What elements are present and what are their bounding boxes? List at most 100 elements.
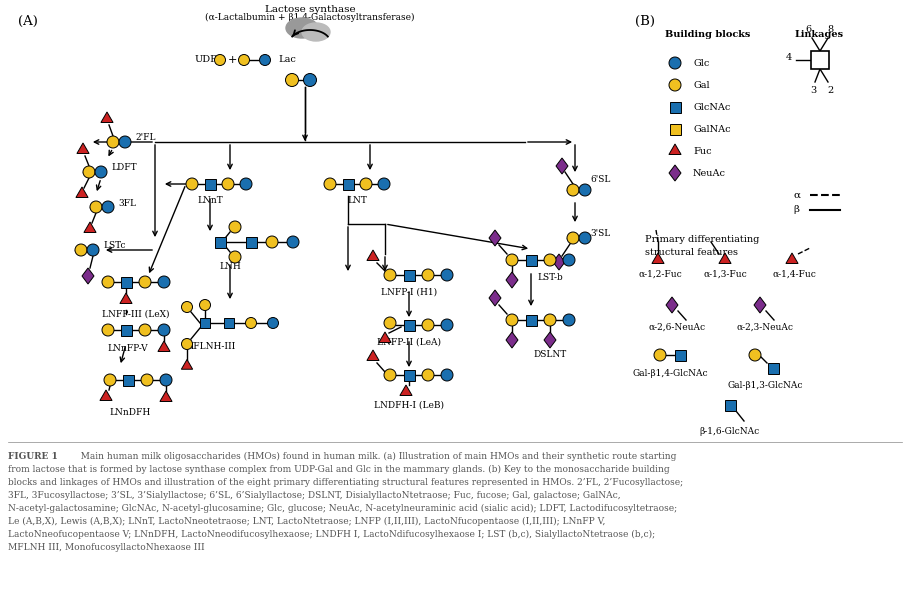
Bar	[525, 254, 537, 266]
Circle shape	[286, 74, 298, 87]
Circle shape	[669, 79, 681, 91]
Text: α-2,6-NeuAc: α-2,6-NeuAc	[649, 323, 705, 332]
Text: 8: 8	[827, 25, 833, 34]
Circle shape	[304, 74, 317, 87]
Bar	[224, 318, 234, 328]
Polygon shape	[181, 359, 193, 369]
Circle shape	[360, 178, 372, 190]
Polygon shape	[506, 332, 518, 348]
Text: (α-Lactalbumin + β1,4-Galactosyltransferase): (α-Lactalbumin + β1,4-Galactosyltransfer…	[206, 13, 415, 22]
Circle shape	[107, 136, 119, 148]
Polygon shape	[719, 253, 731, 264]
Circle shape	[222, 178, 234, 190]
Text: structural features: structural features	[645, 248, 738, 257]
Circle shape	[158, 276, 170, 288]
Polygon shape	[101, 112, 113, 123]
Bar	[674, 349, 685, 360]
Text: DSLNT: DSLNT	[533, 350, 567, 359]
Text: LNFP-II (LeA): LNFP-II (LeA)	[377, 338, 441, 347]
Text: Gal-β1,4-GlcNAc: Gal-β1,4-GlcNAc	[632, 369, 708, 378]
Bar	[200, 318, 210, 328]
Circle shape	[102, 276, 114, 288]
Text: α-1,4-Fuc: α-1,4-Fuc	[772, 270, 816, 279]
Text: 3: 3	[810, 86, 816, 95]
Text: 3'SL: 3'SL	[590, 230, 611, 238]
Circle shape	[102, 324, 114, 336]
Circle shape	[384, 369, 396, 381]
Text: Glc: Glc	[693, 58, 710, 67]
Circle shape	[268, 317, 278, 329]
Circle shape	[181, 339, 193, 349]
Circle shape	[567, 184, 579, 196]
Text: GalNAc: GalNAc	[693, 124, 731, 133]
Text: MFLNH III, MonofucosyllactoNhexaose III: MFLNH III, MonofucosyllactoNhexaose III	[8, 543, 205, 552]
Circle shape	[160, 374, 172, 386]
Circle shape	[158, 324, 170, 336]
Polygon shape	[669, 165, 681, 181]
Polygon shape	[82, 268, 94, 284]
Text: LNFP-I (H1): LNFP-I (H1)	[381, 288, 437, 297]
Text: 2: 2	[827, 86, 834, 95]
Circle shape	[422, 369, 434, 381]
Circle shape	[229, 251, 241, 263]
Polygon shape	[367, 350, 379, 360]
Text: LNnT: LNnT	[197, 196, 223, 205]
Text: Le (A,B,X), Lewis (A,B,X); LNnT, LactoNneotetraose; LNT, LactoNtetraose; LNFP (I: Le (A,B,X), Lewis (A,B,X); LNnT, LactoNn…	[8, 517, 605, 526]
Polygon shape	[100, 390, 112, 401]
Text: Gal: Gal	[693, 80, 710, 90]
Text: LNT: LNT	[347, 196, 367, 205]
Circle shape	[119, 136, 131, 148]
Bar	[403, 270, 414, 280]
Text: α-1,2-Fuc: α-1,2-Fuc	[638, 270, 682, 279]
Text: β-1,6-GlcNAc: β-1,6-GlcNAc	[700, 427, 760, 436]
Text: LNDFH-I (LeB): LNDFH-I (LeB)	[374, 401, 444, 410]
Circle shape	[544, 314, 556, 326]
Polygon shape	[84, 222, 96, 232]
Bar	[342, 179, 353, 189]
Text: Gal-β1,3-GlcNAc: Gal-β1,3-GlcNAc	[727, 381, 803, 390]
Text: Primary differentiating: Primary differentiating	[645, 235, 759, 244]
Circle shape	[181, 301, 193, 313]
Polygon shape	[77, 143, 89, 153]
Polygon shape	[666, 297, 678, 313]
Text: α: α	[793, 191, 800, 199]
Text: (B): (B)	[635, 15, 655, 28]
Bar	[123, 375, 134, 385]
Circle shape	[266, 236, 278, 248]
Text: 4: 4	[785, 54, 792, 63]
Circle shape	[422, 319, 434, 331]
Ellipse shape	[286, 18, 318, 38]
Circle shape	[384, 317, 396, 329]
Text: from lactose that is formed by lactose synthase complex from UDP-Gal and Glc in : from lactose that is formed by lactose s…	[8, 465, 670, 474]
Bar	[767, 362, 778, 373]
Text: 6: 6	[805, 25, 811, 34]
Circle shape	[506, 314, 518, 326]
Polygon shape	[379, 332, 391, 343]
Polygon shape	[669, 144, 681, 155]
Circle shape	[654, 349, 666, 361]
Text: MFLNH-III: MFLNH-III	[185, 342, 236, 351]
Text: LDFT: LDFT	[111, 163, 136, 172]
Circle shape	[441, 269, 453, 281]
Circle shape	[422, 269, 434, 281]
Text: Linkages: Linkages	[795, 30, 844, 39]
Text: Lactose synthase: Lactose synthase	[265, 5, 355, 14]
Text: α-1,3-Fuc: α-1,3-Fuc	[703, 270, 747, 279]
Polygon shape	[506, 272, 518, 288]
Text: FIGURE 1: FIGURE 1	[8, 452, 58, 461]
Bar	[670, 123, 681, 135]
Text: Lac: Lac	[278, 55, 296, 64]
Polygon shape	[754, 297, 766, 313]
Text: Building blocks: Building blocks	[665, 30, 751, 39]
Text: (A): (A)	[18, 15, 38, 28]
Text: β: β	[793, 205, 799, 215]
Bar	[205, 179, 216, 189]
Circle shape	[384, 269, 396, 281]
Circle shape	[104, 374, 116, 386]
Circle shape	[567, 232, 579, 244]
Text: blocks and linkages of HMOs and illustration of the eight primary differentiatin: blocks and linkages of HMOs and illustra…	[8, 478, 683, 487]
Bar	[811, 51, 829, 69]
Circle shape	[259, 54, 270, 65]
Polygon shape	[76, 187, 88, 198]
Text: LNFP-III (LeX): LNFP-III (LeX)	[102, 310, 170, 319]
